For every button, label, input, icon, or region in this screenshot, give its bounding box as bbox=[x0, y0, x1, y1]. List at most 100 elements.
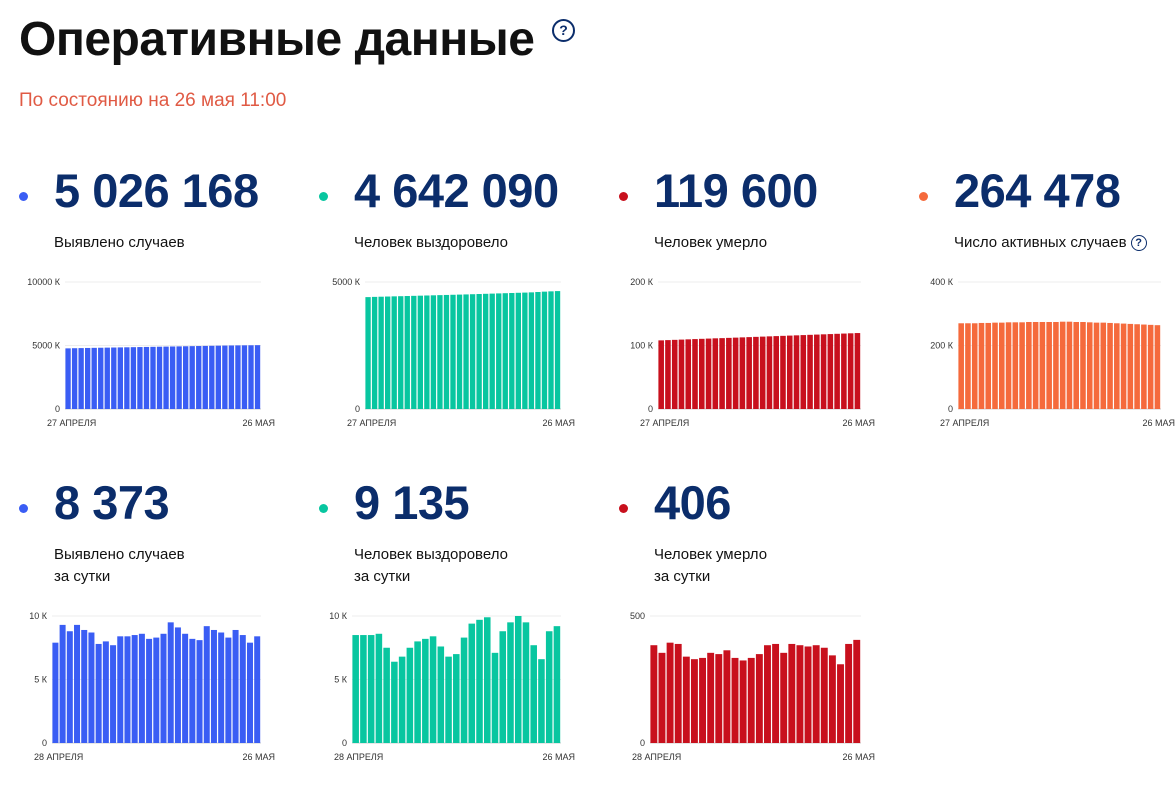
bar[interactable] bbox=[845, 643, 853, 743]
bar[interactable] bbox=[1059, 321, 1066, 409]
bar[interactable] bbox=[853, 639, 861, 743]
bar[interactable] bbox=[445, 656, 452, 743]
bar[interactable] bbox=[766, 336, 773, 409]
bar[interactable] bbox=[422, 638, 429, 743]
bar[interactable] bbox=[747, 657, 755, 743]
bar[interactable] bbox=[476, 619, 483, 743]
bar[interactable] bbox=[117, 347, 123, 409]
bar[interactable] bbox=[755, 654, 763, 743]
bar[interactable] bbox=[726, 337, 732, 409]
bar[interactable] bbox=[398, 296, 404, 409]
bar[interactable] bbox=[59, 624, 66, 743]
bar[interactable] bbox=[1134, 324, 1140, 409]
bar[interactable] bbox=[554, 291, 561, 409]
bar[interactable] bbox=[98, 347, 104, 409]
bar[interactable] bbox=[124, 347, 130, 409]
bar[interactable] bbox=[150, 346, 156, 409]
bar[interactable] bbox=[732, 337, 739, 409]
bar[interactable] bbox=[847, 333, 854, 409]
bar[interactable] bbox=[671, 339, 678, 409]
bar[interactable] bbox=[1100, 322, 1107, 409]
bar[interactable] bbox=[827, 334, 834, 409]
bar[interactable] bbox=[491, 652, 499, 743]
bar[interactable] bbox=[411, 295, 417, 409]
bar[interactable] bbox=[538, 659, 545, 743]
bar[interactable] bbox=[235, 345, 241, 409]
bar[interactable] bbox=[1019, 322, 1025, 409]
bar[interactable] bbox=[383, 647, 390, 743]
bar[interactable] bbox=[545, 631, 553, 743]
bar[interactable] bbox=[772, 643, 780, 743]
bar[interactable] bbox=[753, 336, 759, 409]
bar[interactable] bbox=[1005, 322, 1012, 409]
bar[interactable] bbox=[854, 333, 861, 409]
bar[interactable] bbox=[978, 322, 985, 409]
bar[interactable] bbox=[666, 642, 674, 743]
bar[interactable] bbox=[992, 322, 998, 409]
bar[interactable] bbox=[515, 292, 521, 409]
bar[interactable] bbox=[834, 333, 840, 409]
bar[interactable] bbox=[699, 338, 705, 409]
bar[interactable] bbox=[502, 293, 508, 409]
bar[interactable] bbox=[1154, 325, 1161, 409]
bar[interactable] bbox=[196, 640, 203, 743]
bar[interactable] bbox=[746, 337, 752, 409]
bar[interactable] bbox=[239, 635, 246, 743]
bar[interactable] bbox=[476, 294, 482, 409]
bar[interactable] bbox=[1080, 322, 1086, 409]
bar[interactable] bbox=[104, 347, 110, 409]
bar[interactable] bbox=[203, 626, 210, 743]
bar[interactable] bbox=[719, 338, 725, 409]
bar[interactable] bbox=[375, 633, 383, 743]
bar[interactable] bbox=[71, 348, 78, 409]
bar[interactable] bbox=[530, 645, 537, 743]
bar[interactable] bbox=[807, 334, 813, 409]
bar[interactable] bbox=[138, 633, 145, 743]
bar[interactable] bbox=[658, 340, 664, 409]
bar[interactable] bbox=[225, 637, 232, 743]
bar[interactable] bbox=[468, 623, 476, 743]
bar[interactable] bbox=[430, 295, 437, 409]
bar[interactable] bbox=[169, 346, 176, 409]
bar[interactable] bbox=[699, 657, 707, 743]
bar[interactable] bbox=[463, 294, 469, 409]
bar[interactable] bbox=[131, 635, 138, 743]
bar[interactable] bbox=[248, 345, 254, 409]
bar[interactable] bbox=[985, 322, 992, 409]
bar[interactable] bbox=[841, 333, 847, 409]
bar[interactable] bbox=[469, 294, 476, 409]
bar[interactable] bbox=[692, 339, 698, 409]
bar[interactable] bbox=[241, 345, 248, 409]
bar[interactable] bbox=[174, 627, 181, 743]
bar[interactable] bbox=[1053, 322, 1059, 409]
bar[interactable] bbox=[95, 643, 102, 743]
bar[interactable] bbox=[483, 617, 491, 743]
bar[interactable] bbox=[189, 638, 196, 743]
bar[interactable] bbox=[246, 642, 253, 743]
bar[interactable] bbox=[153, 637, 160, 743]
bar[interactable] bbox=[965, 323, 971, 409]
bar[interactable] bbox=[146, 638, 153, 743]
bar[interactable] bbox=[88, 632, 95, 743]
bar[interactable] bbox=[528, 292, 535, 409]
bar[interactable] bbox=[499, 631, 507, 743]
bar[interactable] bbox=[731, 657, 739, 743]
bar[interactable] bbox=[1093, 322, 1100, 409]
bar[interactable] bbox=[456, 294, 463, 409]
bar[interactable] bbox=[707, 652, 715, 743]
bar[interactable] bbox=[176, 346, 182, 409]
bar[interactable] bbox=[958, 323, 964, 409]
bar[interactable] bbox=[398, 656, 406, 743]
bar[interactable] bbox=[483, 293, 489, 409]
bar[interactable] bbox=[1086, 322, 1093, 409]
bar[interactable] bbox=[215, 345, 221, 409]
bar[interactable] bbox=[1114, 323, 1120, 409]
bar[interactable] bbox=[183, 346, 189, 409]
help-icon[interactable]: ? bbox=[1130, 235, 1147, 251]
bar[interactable] bbox=[796, 645, 804, 743]
bar[interactable] bbox=[417, 295, 423, 409]
bar[interactable] bbox=[66, 631, 73, 743]
bar[interactable] bbox=[189, 346, 195, 409]
bar[interactable] bbox=[837, 664, 844, 743]
bar[interactable] bbox=[1147, 324, 1154, 409]
